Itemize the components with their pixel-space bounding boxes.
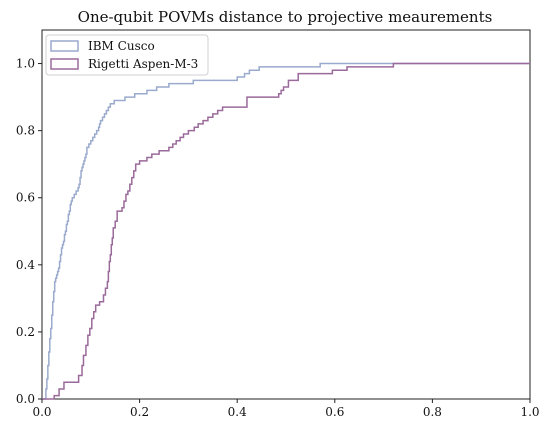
x-tick-label: 0.2 (130, 405, 149, 419)
legend-label: Rigetti Aspen-M-3 (88, 57, 198, 71)
legend-swatch (50, 40, 79, 52)
series-line-ibm-cusco (42, 62, 530, 400)
series-line-rigetti-aspen-m-3 (42, 62, 530, 400)
legend-label: IBM Cusco (88, 39, 155, 53)
legend-swatch (50, 58, 79, 70)
series-layer (42, 62, 530, 400)
y-tick-label: 0.6 (16, 191, 35, 205)
y-tick-label: 1.0 (16, 57, 35, 71)
plot-frame (41, 29, 531, 400)
x-tick-label: 0.8 (423, 405, 442, 419)
y-tick-label: 0.0 (16, 392, 35, 406)
y-tick-label: 0.8 (16, 124, 35, 138)
x-axis: 0.0 0.2 0.4 0.6 0.8 1.0 (32, 399, 540, 419)
legend-box (45, 34, 209, 76)
y-axis: 0.0 0.2 0.4 0.6 0.8 1.0 (16, 57, 42, 406)
x-tick-label: 0.6 (325, 405, 344, 419)
chart-title: One-qubit POVMs distance to projective m… (78, 8, 493, 26)
x-tick-label: 0.4 (228, 405, 247, 419)
y-tick-label: 0.2 (16, 325, 35, 339)
x-tick-label: 1.0 (520, 405, 539, 419)
y-tick-label: 0.4 (16, 258, 35, 272)
x-tick-label: 0.0 (32, 405, 51, 419)
legend: IBM Cusco Rigetti Aspen-M-3 (45, 34, 209, 76)
